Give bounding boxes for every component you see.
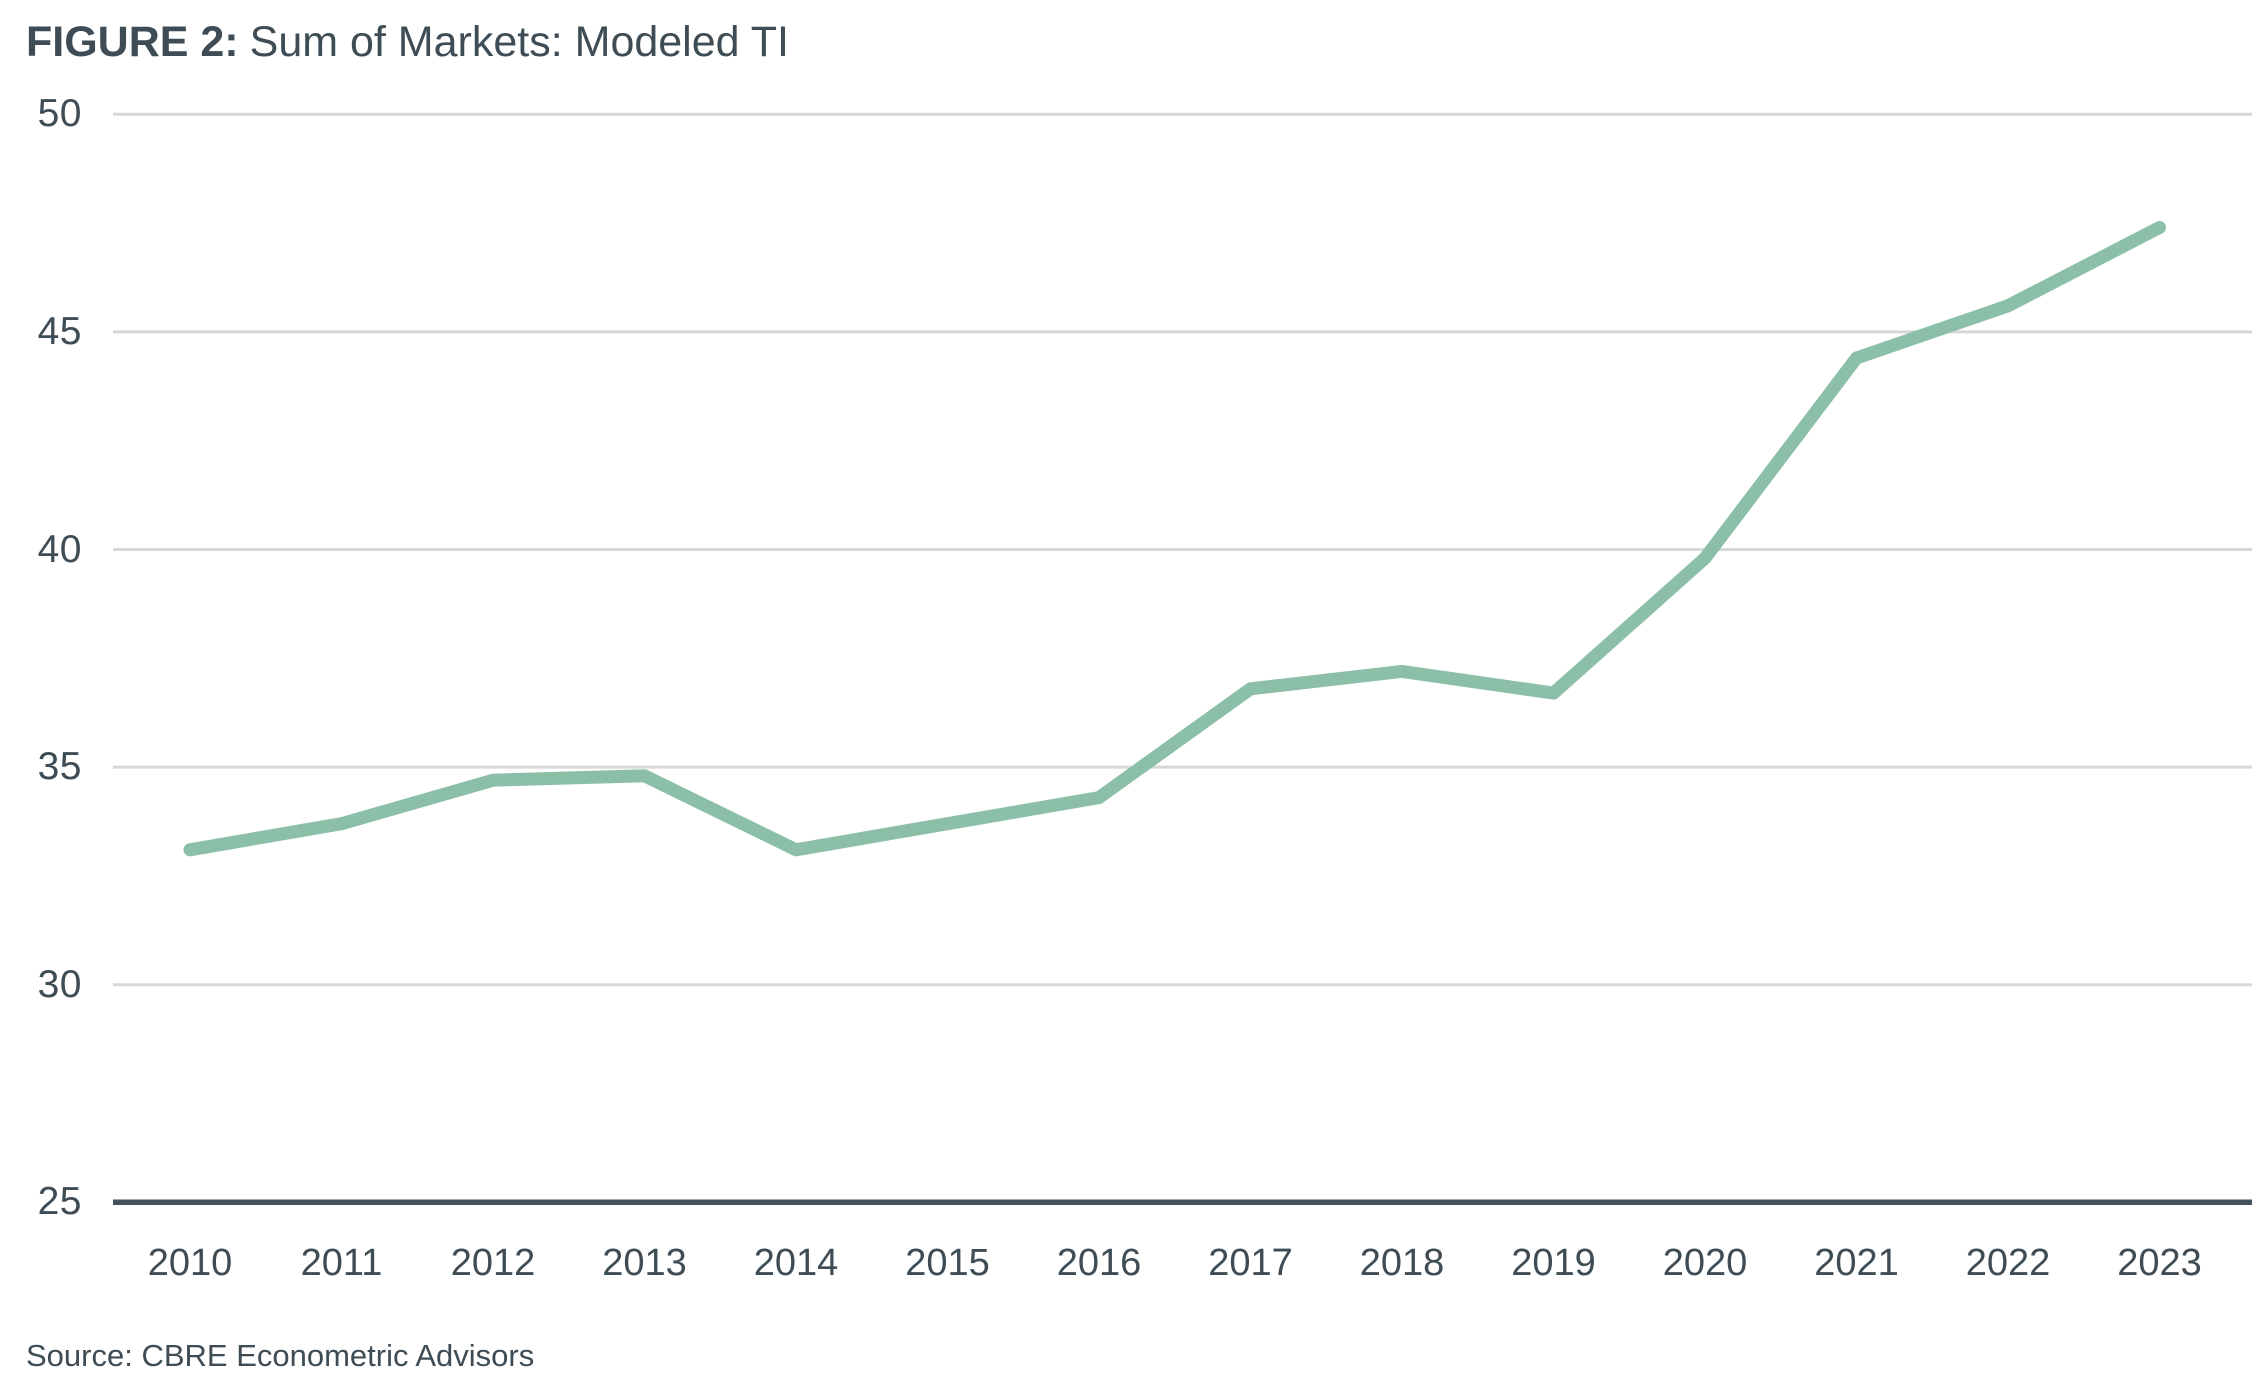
y-tick-label: 45 xyxy=(37,309,82,353)
chart-title: FIGURE 2: Sum of Markets: Modeled TI xyxy=(26,16,789,68)
y-tick-label: 50 xyxy=(37,92,82,136)
x-tick-label: 2010 xyxy=(147,1242,233,1284)
y-tick-label: 40 xyxy=(37,527,82,571)
chart-title-text: Sum of Markets: Modeled TI xyxy=(249,18,789,66)
x-tick-label: 2015 xyxy=(905,1242,990,1284)
x-tick-label: 2019 xyxy=(1511,1242,1596,1284)
figure-label: FIGURE 2: xyxy=(26,18,239,66)
x-tick-label: 2011 xyxy=(300,1242,383,1284)
source-note: Source: CBRE Econometric Advisors xyxy=(26,1338,535,1373)
x-tick-label: 2023 xyxy=(2117,1242,2202,1284)
y-tick-label: 35 xyxy=(37,745,82,789)
x-tick-label: 2016 xyxy=(1056,1242,1142,1284)
x-tick-label: 2022 xyxy=(1965,1242,2051,1284)
x-tick-label: 2020 xyxy=(1662,1242,1748,1284)
y-tick-label: 25 xyxy=(37,1180,82,1224)
modeled-ti-line-series xyxy=(183,221,2166,857)
y-tick-label: 30 xyxy=(37,962,82,1006)
x-tick-label: 2018 xyxy=(1359,1242,1445,1284)
x-tick-label: 2013 xyxy=(602,1242,687,1284)
x-tick-label: 2021 xyxy=(1814,1242,1899,1284)
x-tick-label: 2017 xyxy=(1208,1242,1293,1284)
x-tick-label: 2012 xyxy=(450,1242,536,1284)
x-tick-label: 2014 xyxy=(753,1242,839,1284)
